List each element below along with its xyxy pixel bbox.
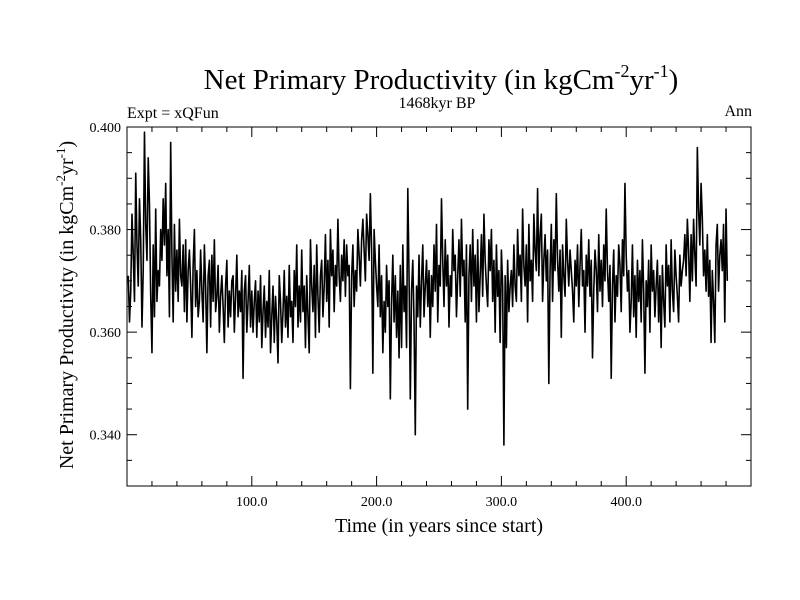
chart-title-unit: yr (629, 64, 654, 96)
chart-title-main: Net Primary Productivity (in kgCm (204, 64, 615, 96)
y-axis-label-unit: yr (56, 158, 78, 175)
y-tick-label: 0.400 (90, 121, 122, 136)
y-tick-label: 0.360 (90, 326, 122, 341)
x-tick-label: 200.0 (361, 495, 393, 510)
chart-title-superscript-1: -2 (614, 61, 629, 81)
x-tick-label: 300.0 (486, 495, 518, 510)
y-tick-label: 0.380 (90, 224, 122, 239)
subtitle-center: 1468kyr BP (399, 95, 476, 112)
x-axis-label: Time (in years since start) (335, 515, 543, 537)
chart-title: Net Primary Productivity (in kgCm-2yr-1) (204, 61, 679, 96)
y-tick-label: 0.340 (90, 429, 122, 444)
subtitle-left: Expt = xQFun (127, 105, 219, 122)
y-axis-label-main: Net Primary Productivity (in kgCm (56, 185, 78, 469)
subtitle-right: Ann (724, 103, 752, 120)
x-tick-label: 400.0 (610, 495, 642, 510)
chart-title-superscript-2: -1 (654, 61, 669, 81)
series-line-npp (127, 131, 729, 446)
y-axis-label-superscript-2: -1 (53, 148, 68, 159)
y-axis-label-close: ) (56, 141, 78, 148)
chart-title-close: ) (669, 64, 679, 96)
axes: 100.0 200.0 300.0 400.0 0.340 0.360 0.380 0.400 (90, 121, 751, 510)
y-axis-label-superscript-1: -2 (53, 175, 68, 186)
y-axis-label: Net Primary Productivity (in kgCm-2yr-1) (53, 141, 78, 469)
x-tick-label: 100.0 (236, 495, 268, 510)
